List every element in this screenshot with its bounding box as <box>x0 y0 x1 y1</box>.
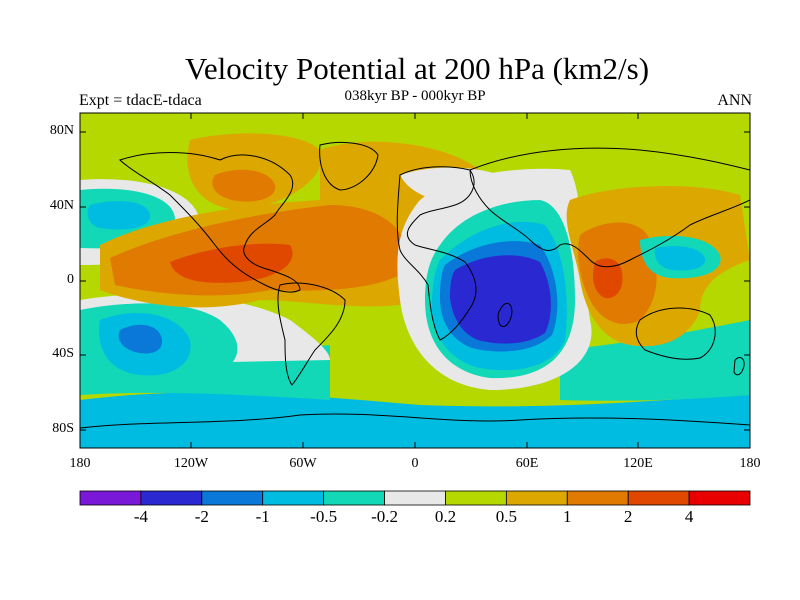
colorbar-label: 0.2 <box>434 507 457 526</box>
field-north-pacific-cyan <box>87 201 151 230</box>
colorbar-swatch-6 <box>445 490 507 506</box>
lon-label-60e: 60E <box>515 456 539 471</box>
lat-label-40n: 40N <box>49 198 74 213</box>
field-indian-darkblue <box>450 255 551 344</box>
lon-label-0: 0 <box>411 456 419 471</box>
colorbar-swatch-1 <box>140 490 203 506</box>
colorbar-swatch-9 <box>627 490 690 506</box>
lat-label-80s: 80S <box>52 421 74 436</box>
coast-greenland <box>319 141 379 191</box>
colorbar-swatch-8 <box>566 490 629 506</box>
lon-label-120w: 120W <box>173 456 209 471</box>
field-nw-pacific-cyan <box>654 246 706 271</box>
field-southern-cyan <box>80 392 750 448</box>
lat-label-0: 0 <box>67 272 74 287</box>
map-title: Velocity Potential at 200 hPa (km2/s) <box>184 51 650 86</box>
experiment-label: Expt = tdacE-tdaca <box>79 92 202 109</box>
lon-label-60w: 60W <box>289 456 317 471</box>
colorbar-swatch-2 <box>201 490 264 506</box>
coast-asia <box>469 147 750 268</box>
coast-australia <box>635 307 716 360</box>
map-subtitle: 038kyr BP - 000kyr BP <box>344 88 486 104</box>
colorbar-swatch-10 <box>688 490 751 506</box>
coast-madagascar <box>497 303 513 327</box>
coast-antarctica <box>80 413 750 429</box>
contour-fields <box>80 113 750 448</box>
colorbar-swatch-3 <box>262 490 325 506</box>
colorbar-label: 2 <box>623 507 633 526</box>
colorbar-swatch-5 <box>384 490 446 506</box>
axis-ticks <box>80 113 750 448</box>
field-south-pacific-blue <box>118 324 163 354</box>
field-north-white <box>400 167 509 205</box>
season-label: ANN <box>717 92 752 109</box>
lat-label-80n: 80N <box>49 123 74 138</box>
colorbar-label: 1 <box>563 507 572 526</box>
colorbar <box>79 490 751 506</box>
colorbar-swatch-7 <box>505 490 568 506</box>
colorbar-label: -4 <box>133 507 148 526</box>
coastlines <box>80 141 750 429</box>
colorbar-swatch-4 <box>323 490 385 506</box>
colorbar-label: -0.2 <box>371 507 398 526</box>
field-southern-teal-east <box>560 320 750 401</box>
colorbar-label: -2 <box>194 507 209 526</box>
coast-north-america <box>119 152 301 293</box>
colorbar-label: 0.5 <box>495 507 517 526</box>
field-arctic-orange <box>212 169 276 202</box>
colorbar-label: -1 <box>255 507 270 526</box>
lon-label-120e: 120E <box>623 456 653 471</box>
colorbar-label: 4 <box>684 507 694 526</box>
coast-europe-africa <box>396 166 477 341</box>
lon-label-180w: 180 <box>69 456 91 471</box>
coast-south-america <box>277 282 346 386</box>
field-west-pacific-redorange <box>593 258 623 299</box>
colorbar-label: -0.5 <box>310 507 338 526</box>
coast-new-zealand <box>733 357 745 376</box>
colorbar-swatch-0 <box>79 490 142 506</box>
lon-label-180e: 180 <box>739 456 761 471</box>
lat-label-40s: 40S <box>52 346 74 361</box>
